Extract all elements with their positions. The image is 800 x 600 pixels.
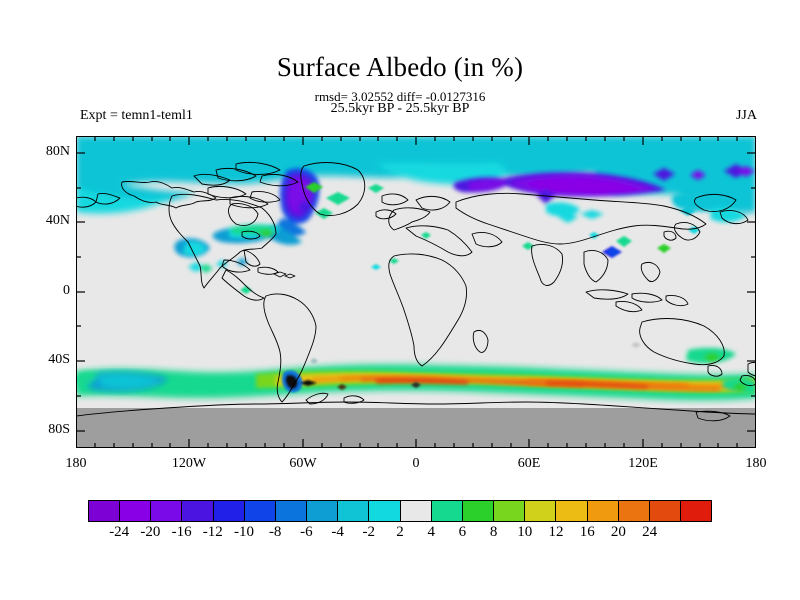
x-axis-label-180e: 180: [745, 456, 767, 471]
map-plot-area: [76, 136, 756, 448]
south-midlat-specks: [310, 342, 641, 364]
world-map-heatmap: [76, 136, 756, 448]
colorbar-segment-15: [556, 501, 588, 521]
experiment-label: Expt = temn1-teml1: [80, 108, 193, 123]
colorbar-tick-10: 10: [517, 524, 533, 540]
us-east-coast-anomaly: [212, 224, 284, 244]
x-axis-label-180w: 180: [65, 456, 87, 471]
colorbar-tick--2: -2: [362, 524, 376, 540]
colorbar-tick-12: 12: [548, 524, 564, 540]
southern-ocean-positive-band: [76, 347, 756, 401]
colorbar-tick--6: -6: [300, 524, 313, 540]
colorbar-tick-4: 4: [427, 524, 435, 540]
arctic-anomaly-field: [76, 136, 756, 214]
colorbar-tick--10: -10: [234, 524, 254, 540]
colorbar-tick--16: -16: [171, 524, 192, 540]
axis-ticks: [76, 136, 756, 448]
colorbar-segment-16: [587, 501, 619, 521]
colorbar-tick--24: -24: [109, 524, 130, 540]
equatorial-point-anomalies: [240, 258, 399, 294]
colorbar-tick-2: 2: [396, 524, 404, 540]
x-axis-label-120w: 120W: [171, 456, 207, 471]
colorbar-tick-24: 24: [642, 524, 658, 540]
north-atlantic-small-anomalies: [305, 182, 384, 219]
colorbar-segment-17: [618, 501, 650, 521]
colorbar-segment-13: [494, 501, 526, 521]
x-axis-label-120e: 120E: [628, 456, 658, 471]
colorbar-segment-2: [151, 501, 183, 521]
colorbar-segment-11: [431, 501, 463, 521]
coastlines: [76, 161, 756, 422]
y-axis-label-40n: 40N: [45, 213, 70, 228]
colorbar-tick-20: 20: [610, 524, 626, 540]
colorbar-segment-4: [213, 501, 245, 521]
colorbar-tick-16: 16: [579, 524, 595, 540]
colorbar-segment-3: [182, 501, 214, 521]
colorbar-tick--8: -8: [268, 524, 282, 540]
colorbar-segment-18: [649, 501, 681, 521]
baja-california-anomaly: [174, 238, 248, 273]
colorbar-segment-6: [275, 501, 308, 521]
colorbar-segment-8: [338, 501, 370, 521]
statistics-line: rmsd= 3.02552 diff= -0.0127316: [314, 89, 486, 104]
page-title: Surface Albedo (in %): [276, 52, 524, 82]
eurasia-point-anomalies: [421, 206, 700, 258]
x-axis-label-60e: 60E: [517, 456, 541, 471]
colorbar-tick--4: -4: [331, 524, 344, 540]
colorbar-segment-5: [244, 501, 276, 521]
x-axis-label-0: 0: [412, 456, 420, 471]
y-axis-label-40s: 40S: [48, 352, 70, 367]
colorbar: [88, 500, 712, 522]
colorbar-tick-6: 6: [458, 524, 467, 540]
colorbar-tick--20: -20: [140, 524, 161, 540]
y-axis-label-0: 0: [63, 283, 70, 298]
x-axis-label-60w: 60W: [289, 456, 317, 471]
colorbar-segment-19: [680, 501, 712, 521]
y-axis-label-80s: 80S: [48, 422, 70, 437]
colorbar-segment-14: [525, 501, 557, 521]
siberia-negative-anomaly: [453, 164, 755, 204]
period-line: 25.5kyr BP - 25.5kyr BP: [330, 101, 470, 116]
colorbar-tick-8: 8: [489, 524, 498, 540]
colorbar-segment-9: [369, 501, 401, 521]
colorbar-segment-1: [120, 501, 152, 521]
colorbar-segment-7: [307, 501, 339, 521]
y-axis-label-80n: 80N: [45, 144, 70, 159]
colorbar-segment-0: [89, 501, 121, 521]
colorbar-tick--12: -12: [202, 524, 223, 540]
season-label: JJA: [735, 108, 757, 123]
colorbar-segment-10: [400, 501, 432, 521]
colorbar-segment-12: [462, 501, 495, 521]
